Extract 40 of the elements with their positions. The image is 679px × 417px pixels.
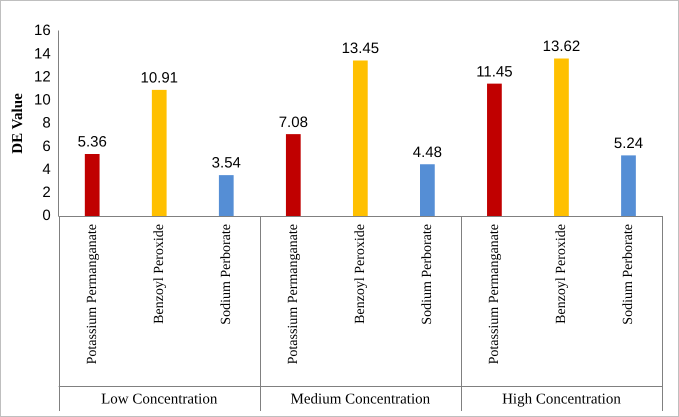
data-label: 5.24 [614,135,644,152]
data-label: 4.48 [412,144,442,161]
bar [621,155,636,216]
data-label: 3.54 [212,154,241,172]
text: High Concentration [502,391,622,408]
text: Low Concentration [101,391,218,408]
x-tick-label: Sodium Perborate [218,224,234,325]
x-tick-label: Benzoyl Peroxide [152,224,167,324]
bar [487,84,502,216]
data-label: 5.36 [78,134,107,151]
text: Medium Concentration [290,391,431,408]
x-tick-label: Benzoyl Peroxide [353,224,368,324]
y-tick-label: 12 [34,68,51,86]
bar [420,164,435,216]
x-tick-label: Sodium Perborate [420,224,436,325]
x-tick-label: Potassium Permanganate [487,224,502,364]
y-tick-label: 0 [42,207,51,224]
bar [352,60,368,216]
y-tick-label: 14 [34,45,51,62]
bar [218,175,234,216]
data-label: 13.62 [542,38,580,56]
data-label: 11.45 [476,63,513,80]
y-tick-label: 16 [34,22,51,40]
bar [84,154,100,216]
data-label: 13.45 [342,40,380,58]
y-tick-label: 2 [42,184,51,202]
y-tick-label: 4 [42,160,51,178]
x-tick-label: Potassium Permanganate [84,224,100,364]
x-tick-label: Sodium Perborate [621,224,636,325]
data-label: 7.08 [278,114,308,131]
x-tick-label: Potassium Permanganate [286,224,301,364]
data-label: 10.91 [140,69,178,86]
y-tick-label: 6 [42,138,51,155]
x-tick-label: Benzoyl Peroxide [554,224,570,324]
bar [286,134,301,216]
y-axis-title: DE Value [10,92,26,154]
y-tick-label: 8 [42,114,51,132]
bar [152,90,167,216]
bar [554,58,569,216]
y-tick-label: 10 [34,92,51,109]
